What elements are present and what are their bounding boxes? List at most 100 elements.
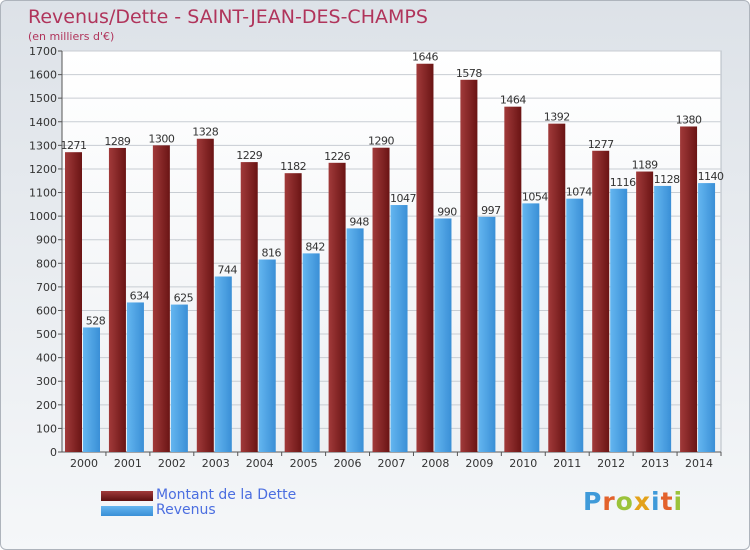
data-label-dette: 1289: [104, 135, 130, 148]
bar-revenus: [390, 205, 408, 452]
data-label-dette: 1328: [192, 126, 218, 139]
x-tick-label: 2014: [685, 457, 713, 470]
bar-revenus: [302, 253, 320, 452]
legend-label-dette: Montant de la Dette: [156, 487, 297, 503]
y-tick-label: 700: [36, 281, 57, 294]
data-label-dette: 1464: [500, 94, 526, 107]
y-tick-label: 800: [36, 257, 57, 270]
data-label-revenus: 528: [86, 314, 106, 327]
bar-dette: [636, 171, 654, 452]
data-label-revenus: 1116: [610, 176, 636, 189]
data-label-dette: 1578: [456, 67, 482, 80]
bar-revenus: [83, 327, 100, 452]
y-tick-label: 400: [36, 352, 57, 365]
y-tick-label: 1400: [29, 116, 57, 129]
bar-revenus: [566, 198, 584, 452]
bar-dette: [108, 147, 126, 453]
data-label-dette: 1290: [368, 135, 394, 148]
y-tick-label: 1200: [29, 163, 57, 176]
y-tick-label: 1100: [29, 187, 57, 200]
data-label-dette: 1229: [236, 149, 262, 162]
data-label-revenus: 744: [218, 264, 238, 277]
data-label-revenus: 990: [437, 205, 457, 218]
bar-dette: [372, 147, 390, 452]
data-label-revenus: 1128: [654, 173, 680, 186]
data-label-revenus: 816: [261, 247, 281, 260]
x-tick-label: 2002: [158, 457, 186, 470]
data-label-revenus: 997: [481, 204, 501, 217]
bar-revenus: [346, 228, 364, 452]
bar-dette: [680, 126, 698, 452]
y-tick-label: 1500: [29, 92, 57, 105]
data-label-revenus: 1140: [698, 170, 724, 183]
bar-dette: [65, 152, 82, 452]
data-label-dette: 1380: [676, 113, 702, 126]
bar-revenus: [214, 276, 232, 452]
bar-dette: [592, 150, 610, 452]
x-tick-label: 2013: [641, 457, 669, 470]
y-tick-label: 900: [36, 234, 57, 247]
data-label-dette: 1226: [324, 150, 350, 163]
bar-revenus: [698, 183, 716, 452]
proxiti-logo: Proxiti: [583, 487, 684, 516]
bar-dette: [152, 145, 170, 452]
data-label-revenus: 1047: [390, 192, 416, 205]
chart-subtitle: (en milliers d'€): [28, 30, 115, 43]
y-tick-label: 1600: [29, 69, 57, 82]
x-tick-label: 2001: [114, 457, 142, 470]
legend-swatch-dette: [101, 491, 153, 501]
y-tick-label: 1000: [29, 210, 57, 223]
bar-revenus: [478, 216, 496, 452]
x-tick-label: 2008: [421, 457, 449, 470]
x-tick-label: 2004: [246, 457, 274, 470]
data-label-revenus: 634: [130, 289, 150, 302]
data-label-revenus: 1074: [566, 186, 592, 199]
data-label-dette: 1277: [588, 138, 614, 151]
x-tick-label: 2005: [290, 457, 318, 470]
bar-dette: [460, 79, 478, 452]
y-tick-label: 600: [36, 304, 57, 317]
x-tick-label: 2003: [202, 457, 230, 470]
bar-dette: [284, 173, 302, 452]
x-tick-label: 2012: [597, 457, 625, 470]
bar-dette: [504, 106, 522, 452]
y-tick-label: 1300: [29, 139, 57, 152]
data-label-revenus: 625: [174, 292, 194, 305]
data-label-dette: 1646: [412, 51, 438, 64]
bar-dette: [328, 162, 346, 453]
data-label-revenus: 842: [305, 240, 325, 253]
bar-revenus: [170, 304, 188, 452]
bar-dette: [548, 123, 566, 452]
data-label-dette: 1271: [61, 139, 87, 152]
data-label-revenus: 1054: [522, 190, 548, 203]
x-tick-label: 2000: [70, 457, 98, 470]
y-tick-label: 1700: [29, 45, 57, 58]
bar-revenus: [522, 203, 540, 452]
y-tick-label: 0: [50, 446, 57, 459]
bar-dette: [416, 63, 434, 453]
bar-dette: [196, 138, 214, 452]
bar-revenus: [258, 259, 276, 452]
data-label-revenus: 948: [349, 215, 369, 228]
chart-title: Revenus/Dette - SAINT-JEAN-DES-CHAMPS: [28, 6, 428, 28]
y-tick-label: 500: [36, 328, 57, 341]
bar-dette: [240, 162, 258, 452]
x-tick-label: 2009: [465, 457, 493, 470]
x-tick-label: 2006: [334, 457, 362, 470]
bar-revenus: [654, 185, 672, 452]
legend-swatch-revenus: [101, 506, 153, 516]
bar-revenus: [126, 302, 144, 452]
x-tick-label: 2011: [553, 457, 581, 470]
bar-revenus: [434, 218, 452, 452]
bar-revenus: [610, 188, 628, 452]
legend-label-revenus: Revenus: [156, 502, 216, 518]
y-tick-label: 100: [36, 422, 57, 435]
y-tick-label: 200: [36, 399, 57, 412]
x-tick-label: 2010: [509, 457, 537, 470]
data-label-dette: 1182: [280, 160, 306, 173]
data-label-dette: 1392: [544, 111, 570, 124]
data-label-dette: 1189: [632, 159, 658, 172]
y-tick-label: 300: [36, 375, 57, 388]
